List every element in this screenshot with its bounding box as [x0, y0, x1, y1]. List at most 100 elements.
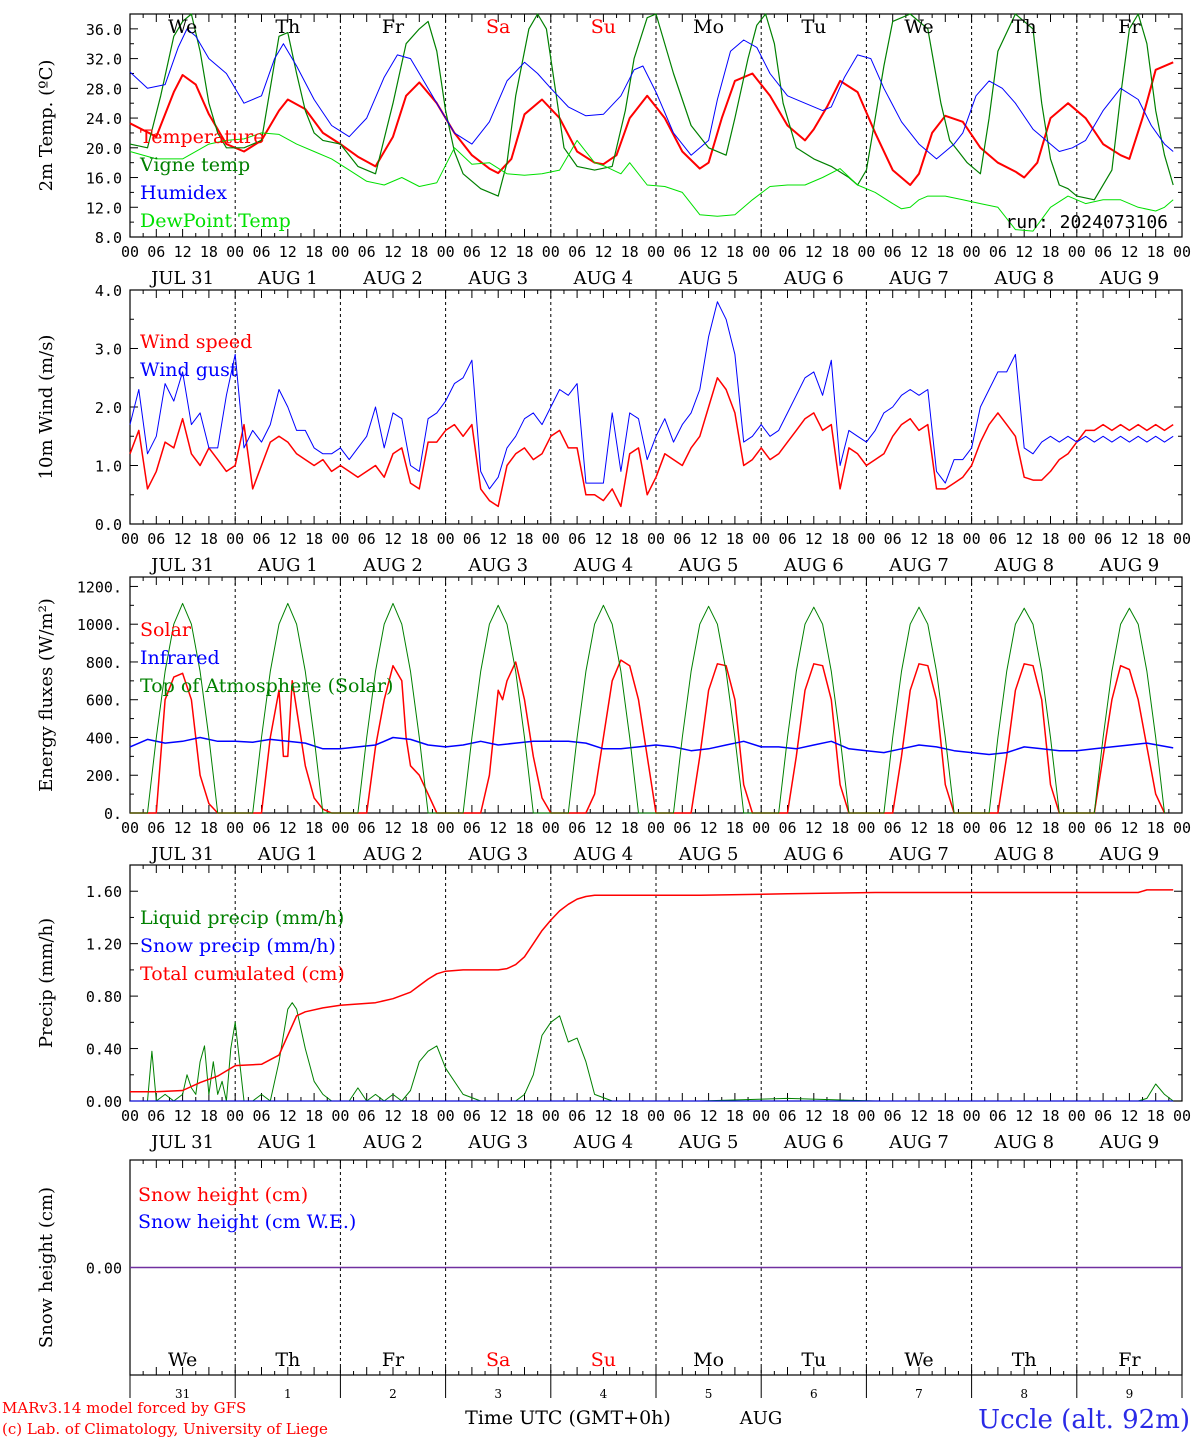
- weekday-label-top: Tu: [801, 16, 826, 38]
- x-axis-label: Time UTC (GMT+0h): [465, 1407, 671, 1429]
- x-hour-label: 06: [884, 243, 902, 261]
- x-day-label: JUL 31: [149, 555, 214, 576]
- y-axis-label: Energy fluxes (W/m²): [36, 598, 57, 792]
- legend-entry: Solar: [140, 619, 192, 641]
- series-line-solar: [130, 659, 1166, 814]
- date-number: 5: [705, 1387, 713, 1401]
- x-hour-label: 12: [174, 243, 192, 261]
- y-tick-label: 12.0: [86, 199, 122, 217]
- panel-wind: 0.0 1.0 2.0 3.0 4.0 10m Wind (m/s) Wind speed W…: [36, 282, 1191, 576]
- x-hour-label: 12: [805, 243, 823, 261]
- x-day-label: AUG 1: [257, 844, 318, 865]
- y-tick-label: 3.0: [95, 341, 122, 359]
- x-hour-label: 06: [673, 530, 691, 548]
- x-day-label: AUG 1: [257, 555, 318, 576]
- x-hour-label: 12: [489, 530, 507, 548]
- y-axis-label: 10m Wind (m/s): [36, 335, 57, 480]
- weekday-label-top: Fr: [382, 16, 405, 38]
- y-tick-label: 8.0: [95, 229, 122, 247]
- month-label: AUG: [739, 1408, 783, 1429]
- weekday-label-bottom: Tu: [801, 1349, 826, 1371]
- x-hour-label: 12: [910, 819, 928, 837]
- credit-line: MARv3.14 model forced by GFS: [2, 1399, 246, 1417]
- legend-entry: Wind speed: [140, 331, 252, 353]
- weekday-label-bottom: Th: [275, 1349, 300, 1371]
- y-tick-label: 1000.: [77, 616, 122, 634]
- x-hour-label: 12: [594, 819, 612, 837]
- x-hour-label: 18: [515, 243, 533, 261]
- y-axis-label: Precip (mm/h): [36, 918, 57, 1048]
- x-day-label: AUG 9: [1099, 555, 1160, 576]
- x-day-label: AUG 3: [467, 268, 528, 289]
- x-day-label: AUG 5: [678, 555, 739, 576]
- x-hour-label: 12: [384, 1107, 402, 1125]
- weekday-label-top: Mo: [693, 16, 724, 38]
- x-hour-label: 06: [252, 243, 270, 261]
- date-number: 9: [1126, 1387, 1134, 1401]
- panel-snow: 0.00 Snow height (cm) Snow height (cm) Snow…: [36, 1159, 1183, 1376]
- x-hour-label: 12: [384, 243, 402, 261]
- y-axis-label: Snow height (cm): [36, 1187, 57, 1348]
- y-tick-label: 800.: [86, 654, 122, 672]
- x-hour-label: 06: [147, 530, 165, 548]
- legend-entry: Wind gust: [140, 359, 238, 381]
- legend-entry: Humidex: [140, 182, 227, 204]
- x-day-label: AUG 3: [467, 555, 528, 576]
- x-hour-label: 00: [437, 243, 455, 261]
- y-tick-label: 32.0: [86, 51, 122, 69]
- x-hour-label: 00: [752, 1107, 770, 1125]
- date-number: 4: [600, 1387, 608, 1401]
- x-hour-label: 18: [515, 819, 533, 837]
- x-hour-label: 18: [1147, 819, 1165, 837]
- series-line-total-cumulated-cm-: [130, 889, 1174, 1093]
- date-number: 8: [1020, 1387, 1028, 1401]
- x-hour-label: 12: [805, 819, 823, 837]
- x-hour-label: 00: [1068, 243, 1086, 261]
- x-hour-label: 06: [778, 530, 796, 548]
- x-hour-label: 12: [805, 530, 823, 548]
- series-line-vigne-temp: [129, 13, 1174, 201]
- x-hour-label: 00: [647, 243, 665, 261]
- series-line-temperature: [129, 61, 1174, 186]
- x-hour-label: 18: [1147, 243, 1165, 261]
- weekday-label-top: Th: [275, 16, 300, 38]
- x-day-label: AUG 2: [362, 1132, 423, 1153]
- x-day-label: AUG 3: [467, 844, 528, 865]
- legend-entry: DewPoint Temp: [140, 210, 291, 232]
- x-day-label: AUG 9: [1099, 1132, 1160, 1153]
- x-hour-label: 00: [542, 243, 560, 261]
- x-hour-label: 06: [463, 530, 481, 548]
- x-hour-label: 06: [1094, 1107, 1112, 1125]
- x-hour-label: 06: [147, 243, 165, 261]
- x-hour-label: 18: [726, 1107, 744, 1125]
- x-hour-label: 12: [174, 819, 192, 837]
- x-day-label: AUG 9: [1099, 844, 1160, 865]
- x-hour-label: 12: [1015, 819, 1033, 837]
- date-number: 6: [810, 1387, 818, 1401]
- weekday-label-top: Su: [591, 16, 616, 38]
- weekday-label-bottom: Su: [591, 1349, 616, 1371]
- x-hour-label: 06: [673, 243, 691, 261]
- x-hour-label: 00: [121, 530, 139, 548]
- y-tick-label: 2.0: [95, 399, 122, 417]
- weekday-label-bottom: We: [168, 1349, 197, 1371]
- x-hour-label: 00: [542, 530, 560, 548]
- x-hour-label: 00: [1173, 243, 1191, 261]
- x-hour-label: 00: [1068, 819, 1086, 837]
- x-day-label: AUG 4: [573, 844, 634, 865]
- weekday-label-top: Fr: [1118, 16, 1141, 38]
- x-hour-label: 06: [673, 819, 691, 837]
- y-tick-label: 0.40: [86, 1041, 122, 1059]
- x-hour-label: 06: [1094, 243, 1112, 261]
- x-hour-label: 18: [621, 530, 639, 548]
- x-hour-label: 12: [805, 1107, 823, 1125]
- x-hour-label: 18: [410, 243, 428, 261]
- legend-entry: Snow precip (mm/h): [140, 935, 336, 957]
- series-line-humidex: [129, 28, 1174, 160]
- x-hour-label: 06: [252, 1107, 270, 1125]
- x-hour-label: 00: [226, 530, 244, 548]
- x-hour-label: 06: [884, 819, 902, 837]
- series-line-wind-gust: [129, 301, 1174, 490]
- x-hour-label: 00: [226, 1107, 244, 1125]
